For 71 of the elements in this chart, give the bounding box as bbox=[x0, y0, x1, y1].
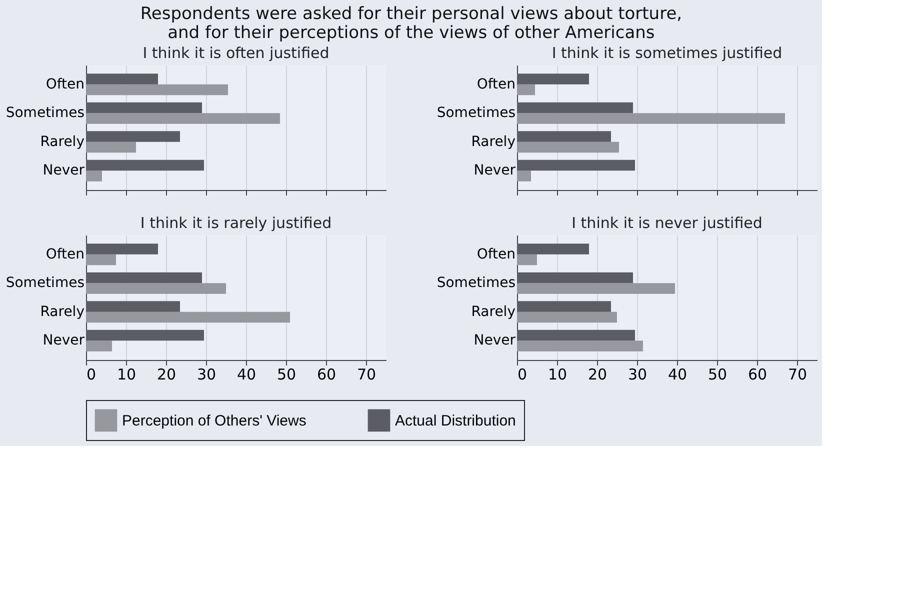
y-tick-label: Often bbox=[476, 76, 516, 92]
bar bbox=[86, 131, 180, 142]
bar bbox=[86, 142, 136, 153]
y-tick-label: Often bbox=[46, 76, 84, 92]
x-tick-label: 20 bbox=[588, 366, 608, 384]
y-tick-label: Never bbox=[474, 332, 516, 349]
bar bbox=[517, 340, 643, 352]
x-tick-label: 0 bbox=[518, 366, 528, 384]
bar bbox=[517, 102, 633, 114]
chart-subtitle: I think it is often justified bbox=[142, 44, 330, 62]
bar bbox=[86, 102, 202, 114]
y-tick-label: Never bbox=[42, 162, 85, 179]
x-tick-label: 40 bbox=[668, 366, 688, 384]
bar bbox=[86, 160, 204, 171]
y-tick-label: Sometimes bbox=[6, 105, 84, 122]
bar bbox=[517, 272, 633, 284]
x-tick-label: 60 bbox=[748, 366, 768, 384]
bar bbox=[517, 244, 589, 254]
x-tick-label: 70 bbox=[788, 366, 808, 384]
bar bbox=[517, 312, 617, 323]
bar bbox=[86, 272, 202, 284]
x-tick-label: 30 bbox=[196, 366, 216, 384]
x-tick-label: 50 bbox=[708, 366, 728, 384]
y-tick-label: Rarely bbox=[471, 304, 516, 320]
bar bbox=[86, 74, 158, 84]
y-tick-label: Sometimes bbox=[436, 105, 516, 122]
x-tick-label: 10 bbox=[548, 366, 568, 384]
bar bbox=[86, 283, 226, 294]
bar bbox=[86, 330, 204, 341]
x-tick-label: 10 bbox=[116, 366, 136, 384]
bar bbox=[86, 254, 116, 266]
bar bbox=[517, 301, 611, 312]
bar bbox=[517, 170, 531, 182]
y-tick-label: Never bbox=[42, 332, 85, 349]
bar bbox=[86, 113, 280, 124]
x-tick-label: 60 bbox=[316, 366, 336, 384]
y-tick-label: Often bbox=[476, 246, 516, 262]
bar bbox=[517, 142, 619, 153]
y-tick-label: Rarely bbox=[40, 304, 84, 320]
x-tick-label: 30 bbox=[628, 366, 648, 384]
bar bbox=[517, 84, 535, 96]
chart-subtitle: I think it is never justified bbox=[572, 214, 762, 232]
y-tick-label: Sometimes bbox=[6, 275, 84, 292]
y-tick-label: Often bbox=[46, 246, 84, 262]
bar bbox=[86, 340, 112, 352]
bar bbox=[86, 84, 228, 96]
bar bbox=[86, 244, 158, 254]
bar bbox=[517, 254, 537, 266]
chart-subtitle: I think it is rarely justified bbox=[140, 214, 332, 232]
bar bbox=[86, 170, 102, 182]
bar bbox=[517, 283, 675, 294]
bar bbox=[517, 74, 589, 84]
legend-label: Perception of Others' Views bbox=[122, 412, 306, 430]
bar bbox=[86, 301, 180, 312]
x-tick-label: 20 bbox=[156, 366, 176, 384]
x-tick-label: 0 bbox=[86, 366, 96, 384]
y-tick-label: Sometimes bbox=[436, 275, 516, 292]
bar bbox=[517, 330, 635, 341]
y-tick-label: Never bbox=[474, 162, 516, 179]
bar bbox=[517, 113, 785, 124]
legend-label: Actual Distribution bbox=[395, 412, 516, 430]
x-tick-label: 70 bbox=[356, 366, 376, 384]
x-tick-label: 50 bbox=[276, 366, 296, 384]
chart-subtitle: I think it is sometimes justified bbox=[552, 44, 782, 62]
bar bbox=[517, 131, 611, 142]
bar bbox=[517, 160, 635, 171]
y-tick-label: Rarely bbox=[471, 134, 516, 150]
y-tick-label: Rarely bbox=[40, 134, 84, 150]
bar bbox=[86, 312, 290, 323]
chart-title: Respondents were asked for their personal views about torture, and for their perceptions of the views of other Americans bbox=[140, 4, 682, 43]
x-tick-label: 40 bbox=[236, 366, 256, 384]
